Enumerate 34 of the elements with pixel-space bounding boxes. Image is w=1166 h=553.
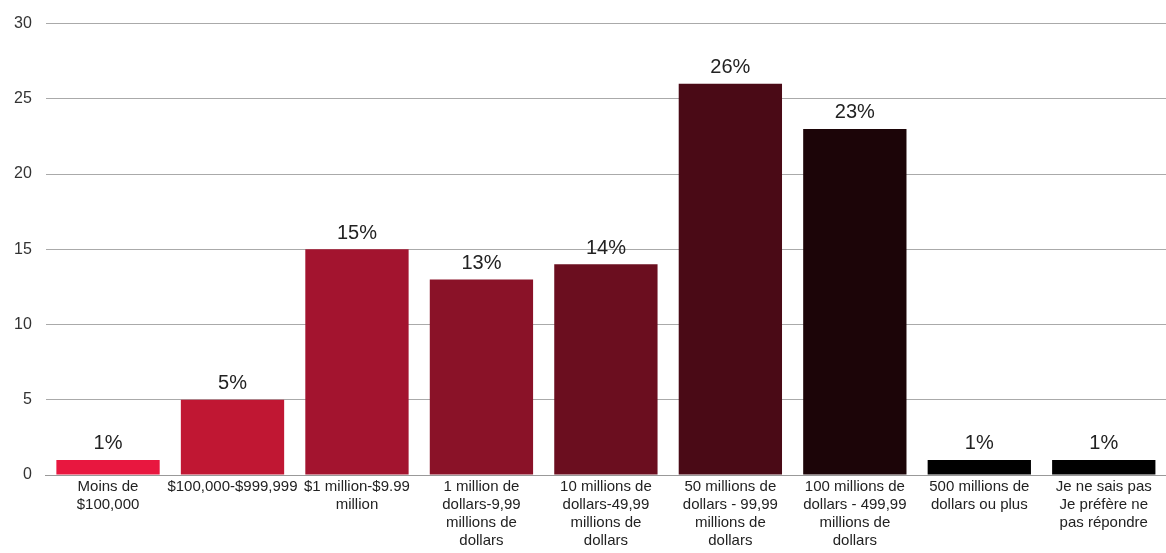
x-tick-label: 500 millions de dollars ou plus [929, 477, 1030, 513]
y-tick-label: 25 [14, 89, 32, 107]
data-label: 14% [585, 235, 627, 258]
y-tick-label: 20 [14, 164, 32, 182]
x-tick-label: $1 million-$9.99 million [304, 477, 410, 513]
y-tick-label: 10 [14, 314, 32, 332]
bar [927, 459, 1031, 475]
x-tick-label: Je ne sais pas Je préfère ne pas répondre [1055, 477, 1152, 531]
data-label: 1% [964, 431, 994, 454]
x-tick-label: 1 million de dollars-9,99 millions de dollars [442, 477, 521, 549]
bar [554, 264, 658, 475]
bar [803, 128, 907, 475]
y-tick-label: 15 [14, 239, 32, 257]
bar [1052, 459, 1156, 475]
y-tick-label: 0 [22, 465, 32, 483]
x-tick-label: 50 millions de dollars - 99,99 millions de dollars [682, 477, 778, 549]
data-label: 1% [93, 431, 123, 454]
bar [429, 279, 534, 475]
data-label: 1% [1089, 431, 1119, 454]
bar [678, 83, 783, 475]
data-label: 13% [461, 250, 502, 273]
x-tick-label: 10 millions de dollars-49,99 millions de dollars [560, 477, 652, 549]
data-label: 26% [710, 55, 751, 78]
bar [305, 249, 409, 475]
data-label: 23% [834, 100, 876, 123]
y-tick-label: 5 [22, 390, 32, 408]
data-label: 15% [336, 220, 378, 243]
x-tick-label: 100 millions de dollars - 499,99 millions de dollars [803, 477, 907, 549]
bar [56, 459, 160, 475]
data-label: 5% [218, 371, 248, 394]
x-tick-label: Moins de $100,000 [76, 477, 140, 513]
x-tick-label: $100,000-$999,999 [167, 477, 298, 495]
y-tick-label: 30 [14, 14, 32, 32]
bar [180, 399, 285, 475]
